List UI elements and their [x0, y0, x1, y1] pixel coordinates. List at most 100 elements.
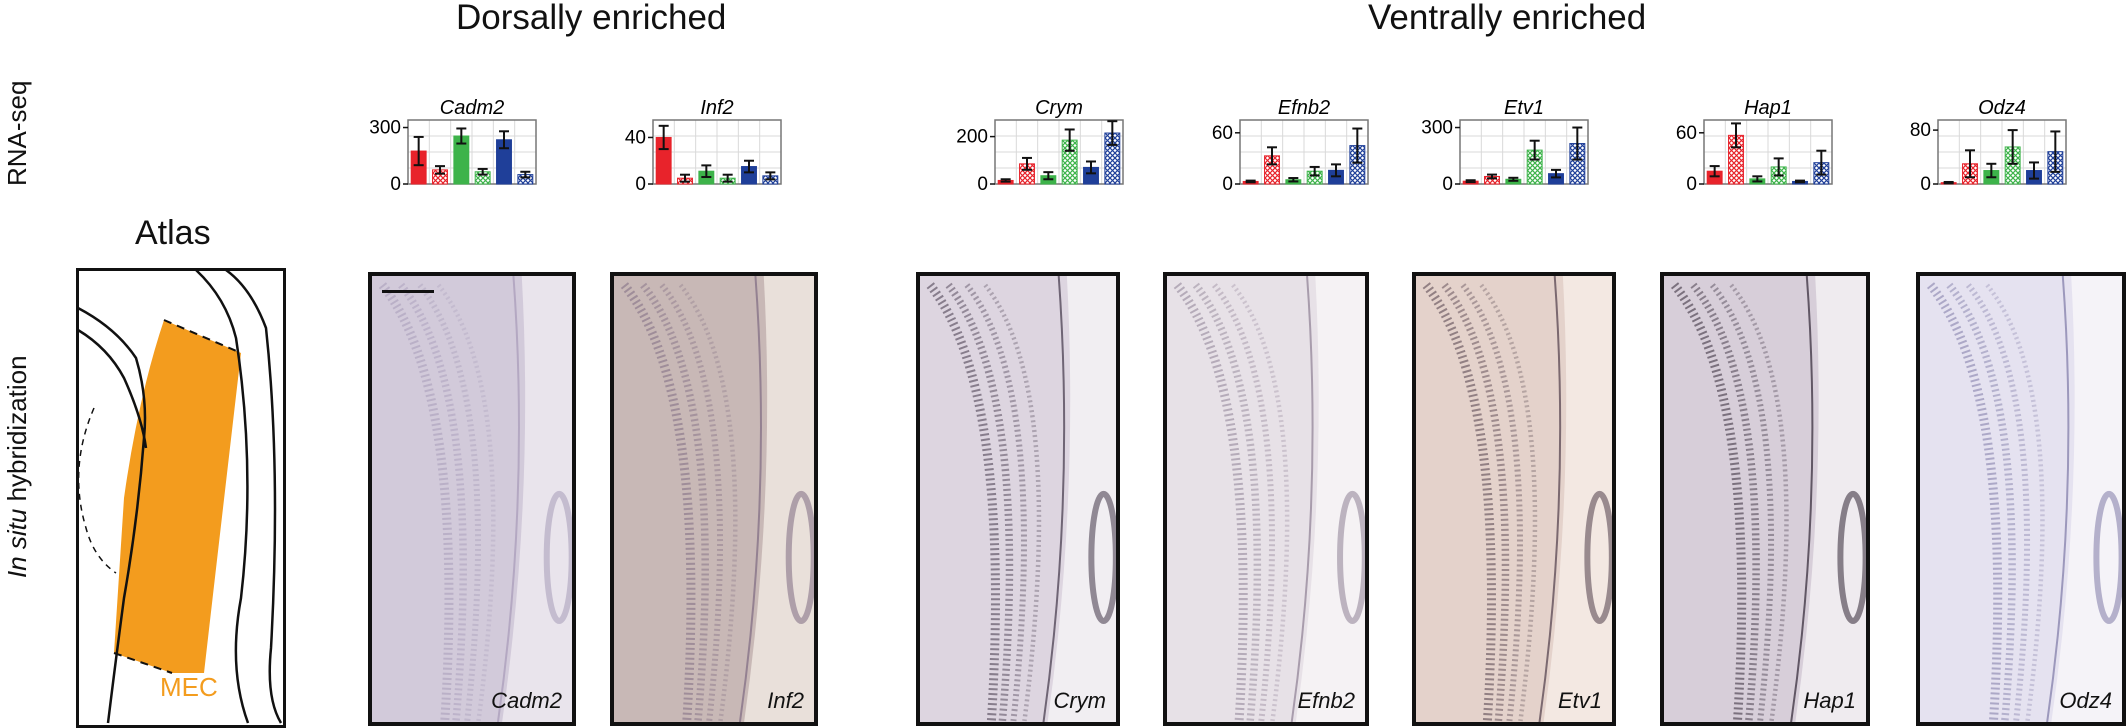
atlas-outline-2 [77, 328, 148, 449]
chart-title: Inf2 [700, 97, 733, 119]
ventral-heading: Ventrally enriched [1368, 0, 1647, 37]
ish-panel-hap1: Hap1 [1660, 272, 1870, 726]
tissue-layer [1460, 283, 1523, 722]
side-structure [1584, 490, 1612, 625]
y-tick-label: 300 [369, 118, 401, 139]
tissue-layer [1231, 283, 1290, 722]
tissue-layer [398, 282, 467, 722]
chart-title: Odz4 [1978, 97, 2026, 119]
tissue-section [614, 276, 814, 722]
chart-title: Hap1 [1744, 97, 1792, 119]
plot-frame [1937, 119, 2067, 185]
chart-grid [408, 120, 536, 184]
tissue-section [1664, 276, 1866, 722]
y-tick-label: 60 [1676, 123, 1697, 144]
tissue-layer [1441, 282, 1510, 722]
ish-panel-cadm2: Cadm2 [368, 272, 576, 726]
tissue-section [1920, 276, 2122, 722]
bar-chart-inf2: 0 40 Inf2 [625, 97, 782, 195]
y-tick-label: 0 [1686, 174, 1697, 195]
side-structure [2093, 490, 2122, 625]
plot-frame [407, 119, 537, 185]
panel-label: Crym [1053, 688, 1106, 713]
tissue-layer [926, 282, 1000, 722]
bar-chart-efnb2: 0 60 Efnb2 [1212, 97, 1369, 195]
scale-bar [382, 290, 434, 293]
tissue-layer [1212, 283, 1275, 722]
tissue-layer [1729, 283, 1789, 722]
tissue-layer [1985, 283, 2045, 722]
chart-grid [1938, 120, 2066, 184]
ish-rest-label: hybridization [2, 355, 32, 509]
tissue-edge [496, 276, 520, 722]
tissue-edge [738, 276, 762, 722]
chart-grid [1240, 120, 1368, 184]
atlas-drawing: MEC [76, 268, 286, 728]
tissue-section [920, 276, 1116, 722]
atlas-mec-label: MEC [160, 672, 218, 702]
chart-title: Crym [1035, 97, 1083, 119]
y-tick-label: 80 [1910, 120, 1931, 141]
y-tick-label: 40 [625, 127, 646, 148]
plot-frame [994, 119, 1124, 185]
tissue-edge [1290, 276, 1314, 722]
bar-chart-cadm2: 0 300 Cadm2 [369, 97, 537, 195]
tissue-layer [1690, 282, 1760, 722]
panel-label: Hap1 [1803, 688, 1856, 713]
tissue-layer [678, 283, 738, 722]
tissue-layer [1422, 282, 1496, 722]
side-structure [1337, 490, 1365, 625]
tissue-layer [1709, 283, 1775, 722]
plot-frame [1239, 119, 1369, 185]
atlas-inner-dashed [77, 407, 117, 574]
atlas-title: Atlas [135, 214, 211, 252]
ish-italic-label: In situ [2, 508, 32, 578]
panel-label: Efnb2 [1297, 688, 1356, 713]
tissue-edge [2046, 276, 2070, 722]
side-structure [543, 490, 572, 625]
chart-title: Efnb2 [1278, 97, 1330, 119]
tissue-edge [1790, 276, 1814, 722]
tissue-layer [1965, 283, 2031, 722]
y-tick-label: 0 [390, 174, 401, 195]
ish-row-label: In situ hybridization [2, 355, 33, 578]
chart-grid [653, 120, 781, 184]
atlas-dashed-lower [113, 652, 173, 674]
chart-grid [995, 120, 1123, 184]
tissue-edge [1042, 276, 1066, 722]
side-structure [785, 490, 814, 625]
side-structure [1837, 490, 1866, 625]
y-tick-label: 300 [1421, 118, 1453, 139]
ish-panel-etv1: Etv1 [1412, 272, 1616, 726]
panel-label: Etv1 [1557, 688, 1602, 713]
ish-panel-inf2: Inf2 [610, 272, 818, 726]
chart-title: Cadm2 [440, 97, 504, 119]
panel-label: Odz4 [2059, 688, 2112, 713]
plot-frame [1703, 119, 1833, 185]
y-tick-label: 0 [635, 174, 646, 195]
tissue-edge [1538, 276, 1562, 722]
dorsal-heading: Dorsally enriched [456, 0, 727, 37]
tissue-layer [1479, 283, 1538, 722]
rnaseq-row-label: RNA-seq [2, 80, 32, 186]
ish-panel-crym: Crym [916, 272, 1120, 726]
side-structure [1088, 490, 1116, 625]
panel-label: Cadm2 [491, 688, 562, 713]
atlas-outline-4 [225, 268, 283, 724]
chart-title: Etv1 [1504, 97, 1544, 119]
bar-chart-crym: 0 200 Crym [956, 97, 1124, 195]
chart-grid [1460, 120, 1588, 184]
atlas-outline-3 [195, 269, 250, 724]
tissue-layer [436, 283, 496, 722]
tissue-layer [964, 283, 1027, 722]
tissue-section [372, 276, 572, 722]
tissue-layer [659, 283, 723, 722]
ish-panel-odz4: Odz4 [1916, 272, 2126, 726]
plot-frame [1459, 119, 1589, 185]
y-tick-label: 0 [1920, 174, 1931, 195]
tissue-section [1167, 276, 1365, 722]
y-tick-label: 0 [1222, 174, 1233, 195]
atlas-outline-1 [77, 306, 147, 724]
tissue-layer [1946, 282, 2016, 722]
y-tick-label: 60 [1212, 123, 1233, 144]
